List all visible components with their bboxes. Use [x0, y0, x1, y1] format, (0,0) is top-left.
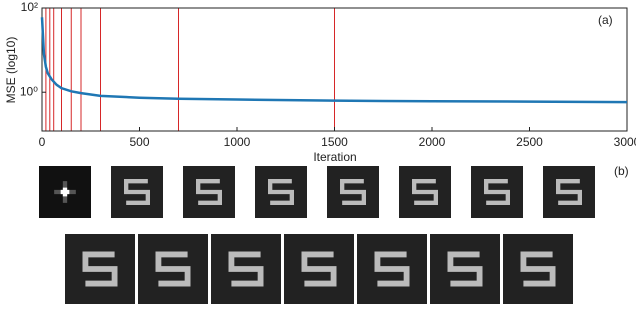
image-tile — [255, 166, 307, 218]
image-tile — [471, 166, 523, 218]
page: {"chart_data": {"type": "line", "x_label… — [0, 0, 636, 326]
panel-label: (b) — [614, 164, 629, 178]
x-tick-label: 3000 — [614, 135, 636, 149]
x-tick-label: 1000 — [224, 135, 251, 149]
image-tile — [65, 234, 135, 304]
figure: MSE (log10) Iteration (a) (b) 0 500 1000 15… — [0, 0, 636, 321]
x-tick-label: 500 — [129, 135, 149, 149]
image-tile — [357, 234, 427, 304]
image-tile — [399, 166, 451, 218]
image-tile — [327, 166, 379, 218]
image-tile — [284, 234, 354, 304]
image-tile — [211, 234, 281, 304]
x-axis-title: Iteration — [313, 150, 356, 164]
x-tick-label: 2500 — [516, 135, 543, 149]
x-tick-label: 2000 — [419, 135, 446, 149]
image-tile — [111, 166, 163, 218]
image-tile — [543, 166, 595, 218]
image-tiles — [39, 166, 595, 304]
x-tick-label: 0 — [39, 135, 46, 149]
image-tile — [39, 166, 91, 218]
image-tile — [183, 166, 235, 218]
y-tick-label: 10⁰ — [20, 84, 38, 98]
image-tile — [503, 234, 573, 304]
image-tile — [430, 234, 500, 304]
image-tile — [138, 234, 208, 304]
y-axis-title: MSE (log10) — [4, 37, 18, 104]
x-tick-label: 1500 — [321, 135, 348, 149]
y-tick-label: 10² — [21, 0, 38, 14]
panel-label: (a) — [598, 13, 613, 27]
